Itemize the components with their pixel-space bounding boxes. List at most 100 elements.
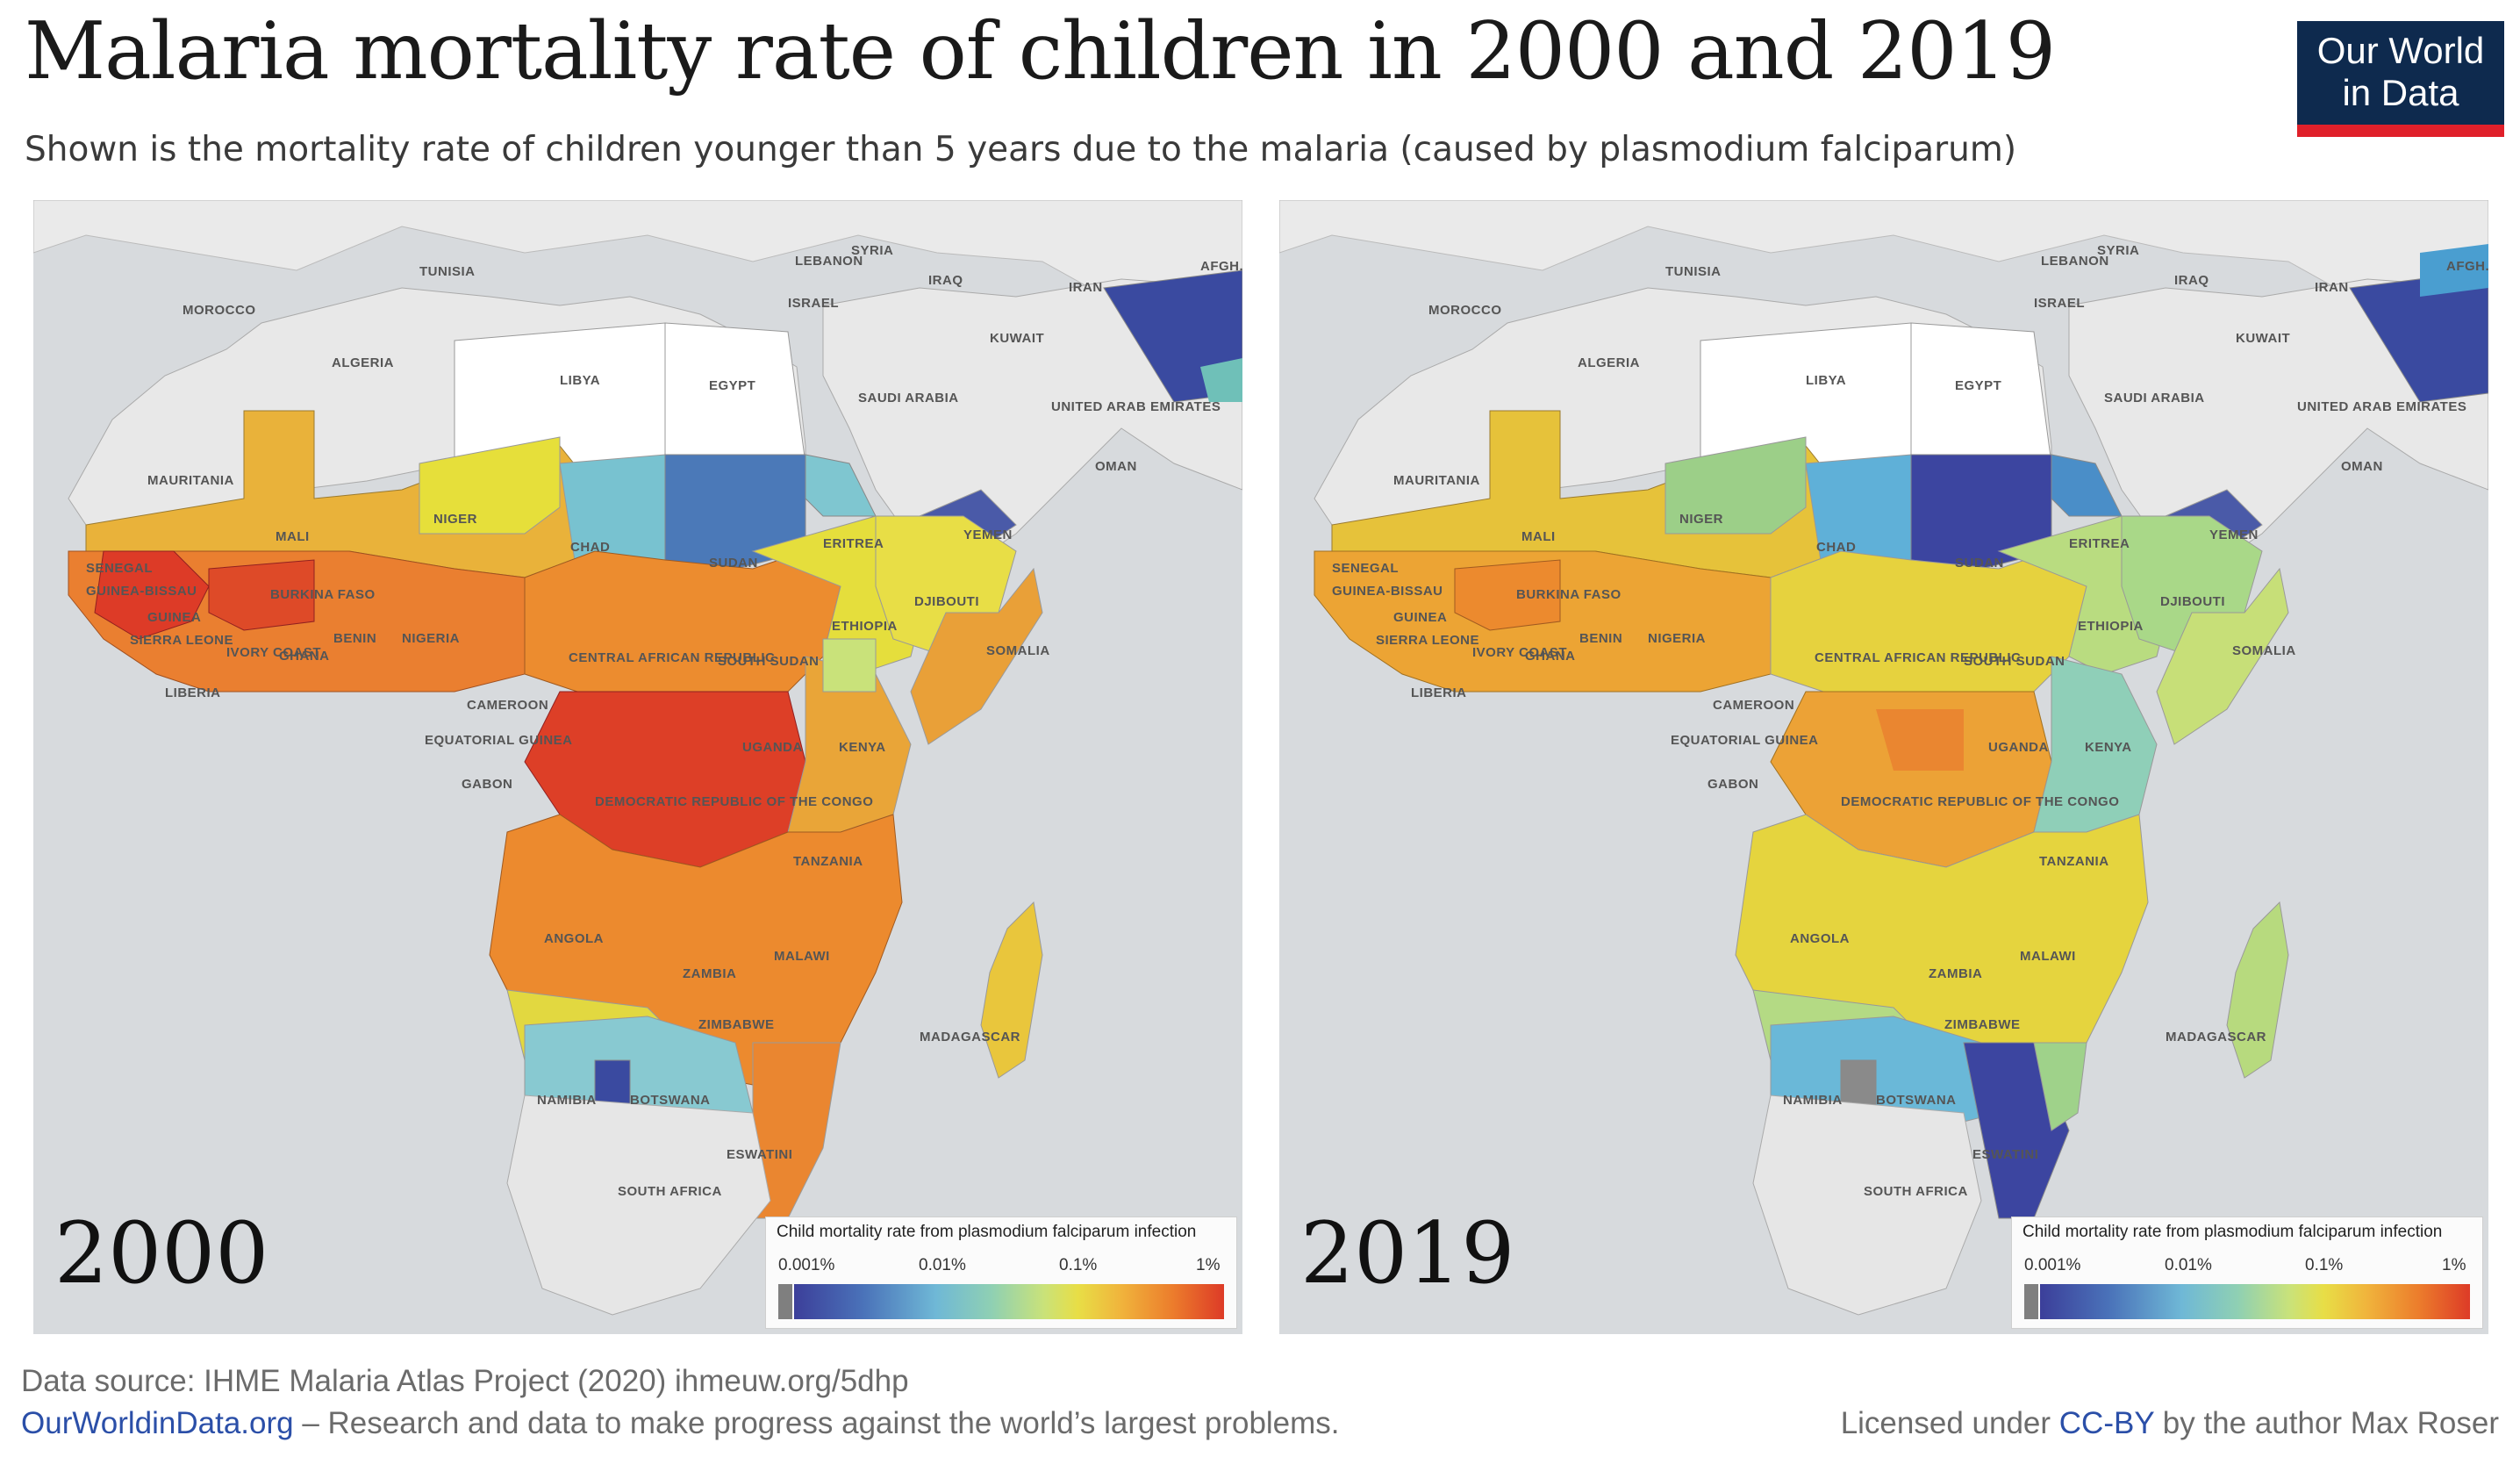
legend-2000: Child mortality rate from plasmodium fal… [765,1217,1237,1329]
label-equatorial-guinea: EQUATORIAL GUINEA [425,733,573,748]
label-benin: BENIN [333,631,376,646]
label-eswatini: ESWATINI [727,1147,792,1162]
label-lebanon: LEBANON [2041,254,2109,269]
license-link[interactable]: CC-BY [2058,1406,2155,1440]
map-panel-2000: TUNISIA MOROCCO ALGERIA LIBYA EGYPT LEBA… [33,200,1242,1334]
map-panel-2019: TUNISIA MOROCCO ALGERIA LIBYA EGYPT LEBA… [1279,200,2488,1334]
label-car: CENTRAL AFRICAN REPUBLIC [569,650,775,665]
label-egypt: EGYPT [709,378,755,393]
label-djibouti: DJIBOUTI [2160,594,2225,609]
label-ivory-coast: IVORY COAST [226,645,321,660]
label-yemen: YEMEN [963,528,1013,542]
label-tunisia: TUNISIA [419,264,476,279]
label-equatorial-guinea: EQUATORIAL GUINEA [1671,733,1819,748]
label-afgh: AFGH. [1200,259,1242,274]
footer-credit: OurWorldinData.org – Research and data t… [21,1406,1340,1441]
legend-tick-1: 0.001% [778,1256,835,1274]
legend-tick-2: 0.01% [2165,1256,2212,1274]
label-eswatini: ESWATINI [1972,1147,2038,1162]
africa-map-2019: TUNISIA MOROCCO ALGERIA LIBYA EGYPT LEBA… [1279,200,2488,1316]
label-oman: OMAN [1095,459,1137,474]
label-kenya: KENYA [839,740,886,755]
year-label-2019: 2019 [1300,1204,1515,1303]
legend-title: Child mortality rate from plasmodium fal… [777,1223,1197,1241]
legend-tick-3: 0.1% [1059,1256,1098,1274]
license-prefix: Licensed under [1840,1406,2059,1440]
legend-no-data-swatch [2024,1284,2038,1319]
label-south-africa: SOUTH AFRICA [618,1184,722,1199]
label-sierra-leone: SIERRA LEONE [1376,633,1479,648]
label-south-africa: SOUTH AFRICA [1864,1184,1968,1199]
label-benin: BENIN [1579,631,1622,646]
label-zambia: ZAMBIA [683,966,736,981]
label-zimbabwe: ZIMBABWE [1944,1017,2021,1032]
label-malawi: MALAWI [774,949,830,964]
label-malawi: MALAWI [2020,949,2076,964]
label-tanzania: TANZANIA [2039,854,2109,869]
label-israel: ISRAEL [788,296,839,311]
label-nigeria: NIGERIA [1648,631,1706,646]
label-ghana: GHANA [279,649,330,664]
label-gabon: GABON [1707,777,1758,792]
label-sierra-leone: SIERRA LEONE [130,633,233,648]
label-zambia: ZAMBIA [1929,966,1982,981]
label-syria: SYRIA [2097,243,2139,258]
data-source: Data source: IHME Malaria Atlas Project … [21,1364,909,1398]
year-label-2000: 2000 [54,1204,269,1303]
label-lebanon: LEBANON [795,254,863,269]
label-mauritania: MAURITANIA [1393,473,1480,488]
africa-map-2000: TUNISIA MOROCCO ALGERIA LIBYA EGYPT LEBA… [33,200,1242,1316]
chart-title: Malaria mortality rate of children in 20… [25,5,2056,97]
label-ethiopia: ETHIOPIA [2078,619,2144,634]
label-angola: ANGOLA [1790,931,1850,946]
label-algeria: ALGERIA [1578,355,1640,370]
label-guinea: GUINEA [147,610,201,625]
label-nigeria: NIGERIA [402,631,460,646]
label-eritrea: ERITREA [823,536,884,551]
label-gabon: GABON [462,777,512,792]
label-tanzania: TANZANIA [793,854,863,869]
label-kuwait: KUWAIT [2236,331,2290,346]
owid-logo[interactable]: Our World in Data [2297,21,2504,137]
label-burkina-faso: BURKINA FASO [270,587,376,602]
label-iran: IRAN [1069,280,1103,295]
label-mali: MALI [276,529,310,544]
label-syria: SYRIA [851,243,893,258]
label-guinea: GUINEA [1393,610,1447,625]
label-oman: OMAN [2341,459,2383,474]
label-uganda: UGANDA [1988,740,2049,755]
legend-title: Child mortality rate from plasmodium fal… [2022,1223,2443,1241]
label-south-sudan: SOUTH SUDAN [1964,654,2065,669]
legend-color-gradient [2040,1284,2470,1319]
logo-line-1: Our World [2316,30,2485,71]
label-cameroon: CAMEROON [1713,698,1794,713]
label-botswana: BOTSWANA [1876,1093,1957,1108]
legend-tick-2: 0.01% [919,1256,966,1274]
label-uganda: UGANDA [742,740,803,755]
legend-no-data-swatch [778,1284,792,1319]
label-ethiopia: ETHIOPIA [832,619,898,634]
label-liberia: LIBERIA [165,685,221,700]
label-uae: UNITED ARAB EMIRATES [1051,399,1221,414]
label-liberia: LIBERIA [1411,685,1467,700]
label-madagascar: MADAGASCAR [2166,1030,2266,1044]
label-burkina-faso: BURKINA FASO [1516,587,1622,602]
label-israel: ISRAEL [2034,296,2085,311]
label-morocco: MOROCCO [183,303,256,318]
label-yemen: YEMEN [2209,528,2259,542]
label-botswana: BOTSWANA [630,1093,711,1108]
label-namibia: NAMIBIA [537,1093,597,1108]
label-senegal: SENEGAL [1332,561,1399,576]
label-libya: LIBYA [560,373,600,388]
label-kuwait: KUWAIT [990,331,1044,346]
license-suffix: by the author Max Roser [2154,1406,2499,1440]
label-angola: ANGOLA [544,931,604,946]
label-chad: CHAD [570,540,610,555]
footer-tagline: – Research and data to make progress aga… [293,1406,1340,1440]
label-south-sudan: SOUTH SUDAN [718,654,820,669]
label-iraq: IRAQ [928,273,963,288]
label-drc: DEMOCRATIC REPUBLIC OF THE CONGO [595,794,873,809]
license-note: Licensed under CC-BY by the author Max R… [1841,1406,2499,1441]
label-tunisia: TUNISIA [1665,264,1722,279]
owid-site-link[interactable]: OurWorldinData.org [21,1406,294,1440]
